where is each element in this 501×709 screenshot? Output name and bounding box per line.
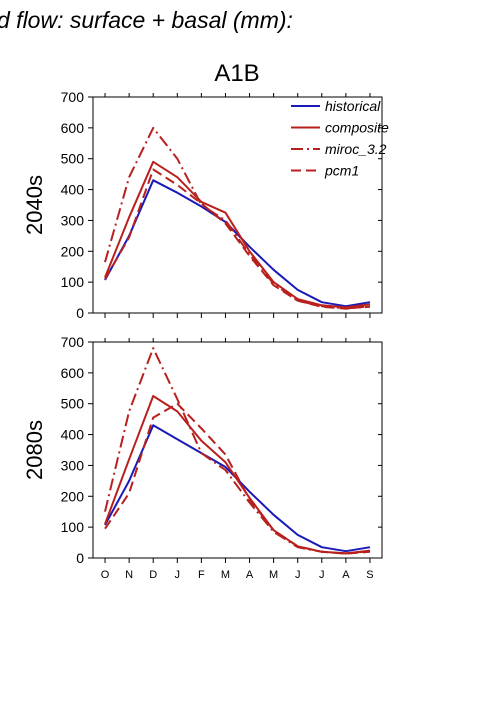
y-tick-label: 400 — [61, 182, 85, 198]
x-tick-label: O — [101, 569, 110, 581]
x-tick-label: D — [149, 569, 157, 581]
series-line-pcm1 — [104, 402, 371, 555]
y-tick-label: 500 — [61, 396, 85, 412]
plot-frame — [92, 96, 383, 314]
series-line-composite — [104, 395, 371, 555]
y-tick-label: 200 — [61, 243, 85, 259]
y-tick-label: 300 — [61, 212, 85, 228]
figure-title: d flow: surface + basal (mm): — [0, 7, 293, 33]
series-line-miroc_3.2 — [104, 347, 371, 555]
x-tick-label: F — [198, 569, 205, 581]
x-tick-label: J — [175, 569, 181, 581]
y-tick-label: 500 — [61, 151, 85, 167]
x-tick-label: J — [295, 569, 301, 581]
legend-label-historical: historical — [325, 98, 381, 114]
y-tick-label: 0 — [76, 305, 84, 321]
y-tick-label: 100 — [61, 519, 85, 535]
x-tick-label: J — [319, 569, 325, 581]
legend-label-pcm1: pcm1 — [324, 163, 359, 179]
x-tick-label: A — [246, 569, 254, 581]
series-line-historical — [104, 179, 371, 308]
y-tick-label: 700 — [61, 89, 85, 105]
x-tick-label: N — [125, 569, 133, 581]
legend-label-composite: composite — [325, 120, 389, 136]
plot-frame — [92, 341, 383, 559]
legend: historical composite miroc_3.2 pcm1 — [291, 98, 389, 179]
x-tick-label: S — [366, 569, 373, 581]
y-tick-label: 400 — [61, 427, 85, 443]
panel-label: 2080s — [22, 420, 47, 480]
x-tick-label: M — [221, 569, 230, 581]
y-tick-label: 600 — [61, 120, 85, 136]
y-tick-label: 200 — [61, 488, 85, 504]
chart-panels: 0 100 200 300 400 500 600 700 2040s historical com… — [22, 89, 389, 581]
legend-label-miroc_3.2: miroc_3.2 — [325, 141, 387, 157]
chart-panel-2040s: 0 100 200 300 400 500 600 700 2040s historical com… — [22, 89, 389, 321]
y-tick-label: 300 — [61, 457, 85, 473]
y-tick-label: 600 — [61, 365, 85, 381]
panel-label: 2040s — [22, 175, 47, 235]
chart-panel-2080s: 0 100 200 300 400 500 600 700 O N D J F M A M J J A S 2080s — [22, 334, 383, 581]
x-tick-label: M — [269, 569, 278, 581]
y-tick-label: 700 — [61, 334, 85, 350]
y-tick-label: 0 — [76, 550, 84, 566]
y-tick-label: 100 — [61, 274, 85, 290]
scenario-subtitle: A1B — [214, 60, 259, 87]
series-line-pcm1 — [104, 168, 371, 310]
x-tick-label: A — [342, 569, 350, 581]
